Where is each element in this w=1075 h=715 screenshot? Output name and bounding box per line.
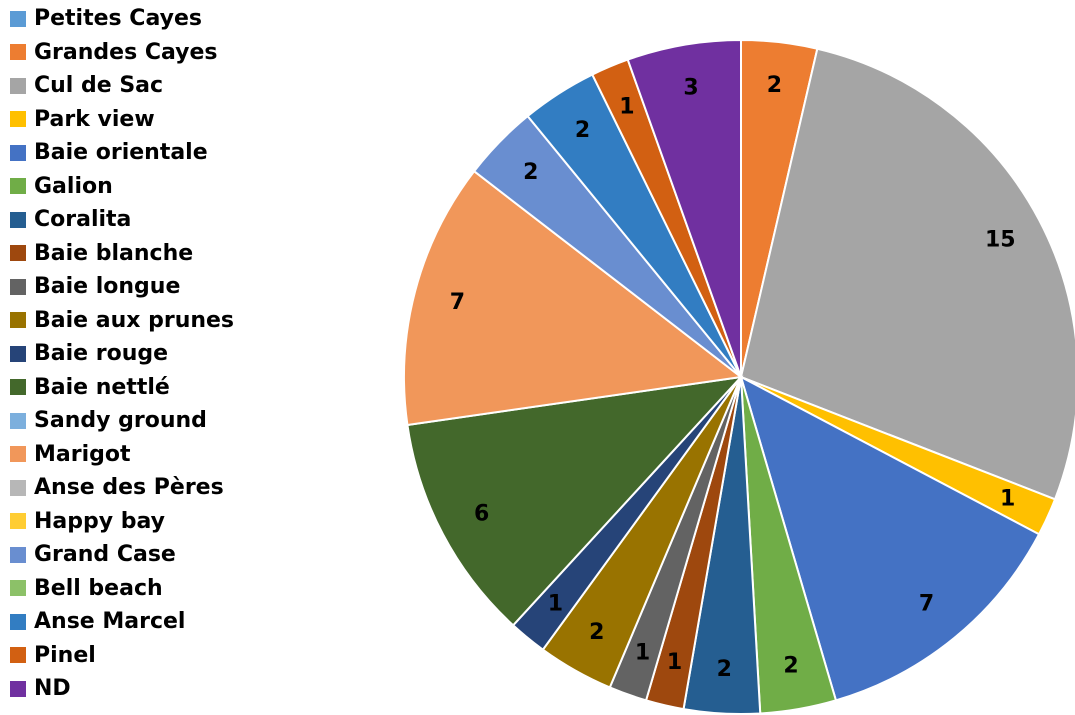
legend-swatch [10,10,26,27]
legend-item: Cul de Sac [10,69,280,103]
legend-swatch [10,379,26,396]
slice-value-label: 1 [548,591,563,616]
slice-value-label: 1 [619,94,634,119]
legend-label: Galion [34,173,113,199]
legend-label: Grandes Cayes [34,39,218,65]
slice-value-label: 6 [474,501,489,526]
legend-swatch [10,680,26,697]
legend-label: ND [34,676,71,702]
legend-item: Grand Case [10,538,280,572]
legend-label: Anse Marcel [34,609,186,635]
legend-item: Park view [10,103,280,137]
slice-value-label: 2 [783,653,798,678]
slice-value-label: 2 [575,118,590,143]
legend-item: Coralita [10,203,280,237]
legend-item: Baie longue [10,270,280,304]
legend-item: Petites Cayes [10,2,280,36]
legend-swatch [10,546,26,563]
legend-label: Sandy ground [34,408,207,434]
slice-value-label: 2 [589,620,604,645]
pie-slice [626,38,742,378]
legend-label: Baie blanche [34,240,194,266]
legend-label: Baie nettlé [34,374,170,400]
legend-item: Baie nettlé [10,371,280,405]
legend-swatch [10,312,26,329]
legend-label: Cul de Sac [34,73,164,99]
slice-value-label: 7 [450,290,465,315]
legend-item: Grandes Cayes [10,36,280,70]
pie-slice [403,169,744,427]
slice-value-label: 2 [717,657,732,682]
legend-item: Pinel [10,639,280,673]
legend-item: Sandy ground [10,404,280,438]
legend-swatch [10,111,26,128]
legend-item: Baie rouge [10,337,280,371]
slice-value-label: 2 [523,160,538,185]
legend-label: Bell beach [34,575,163,601]
legend-item: Galion [10,170,280,204]
legend-swatch [10,513,26,530]
legend-swatch [10,77,26,94]
slice-value-label: 7 [919,591,934,616]
legend-swatch [10,412,26,429]
legend-swatch [10,613,26,630]
legend-item: Happy bay [10,505,280,539]
slice-value-label: 1 [667,650,682,675]
legend-swatch [10,446,26,463]
legend-item: Baie blanche [10,237,280,271]
legend-item: Anse des Pères [10,471,280,505]
slice-value-label: 2 [767,73,782,98]
legend-label: Happy bay [34,508,166,534]
legend-label: Anse des Pères [34,475,224,501]
legend-swatch [10,580,26,597]
slice-value-label: 15 [985,228,1016,253]
legend-swatch [10,479,26,496]
legend-item: ND [10,672,280,706]
legend-swatch [10,211,26,228]
legend-label: Coralita [34,207,132,233]
legend-label: Park view [34,106,155,132]
pie-slice [406,375,744,627]
pie-slice [739,47,1075,501]
legend-item: Marigot [10,438,280,472]
legend-item: Bell beach [10,572,280,606]
legend-item: Anse Marcel [10,605,280,639]
legend-swatch [10,245,26,262]
legend-swatch [10,278,26,295]
legend-swatch [10,345,26,362]
legend-label: Baie rouge [34,341,169,367]
legend-item: Baie orientale [10,136,280,170]
pie-slice [739,375,1041,702]
legend-label: Baie aux prunes [34,307,235,333]
legend-swatch [10,44,26,61]
legend-label: Baie orientale [34,140,208,166]
slice-value-label: 1 [1000,486,1015,511]
slice-value-label: 1 [635,641,650,666]
legend-label: Petites Cayes [34,6,202,32]
legend-swatch [10,647,26,664]
legend-swatch [10,144,26,161]
legend-label: Pinel [34,642,96,668]
legend-label: Baie longue [34,274,181,300]
legend-label: Marigot [34,441,131,467]
chart-legend: Petites Cayes Grandes Cayes Cul de Sac Park… [10,2,280,706]
slice-value-label: 3 [683,76,698,101]
legend-swatch [10,178,26,195]
legend-label: Grand Case [34,542,176,568]
legend-item: Baie aux prunes [10,304,280,338]
